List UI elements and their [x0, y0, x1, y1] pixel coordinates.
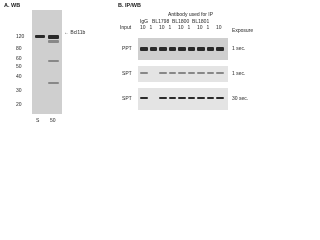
lane-label: 10	[159, 25, 165, 31]
lane-label: 10	[216, 25, 222, 31]
band	[178, 72, 186, 74]
lane-label: 10	[197, 25, 203, 31]
lane-label: 1	[168, 25, 172, 31]
panel-b-title: B. IP/WB	[118, 3, 141, 9]
band	[168, 72, 176, 74]
band	[206, 72, 214, 74]
row-label: PPT	[122, 46, 132, 52]
band	[140, 47, 148, 51]
band	[216, 47, 224, 51]
band	[197, 72, 205, 74]
band	[159, 72, 167, 74]
figure: A. WB ← Bcl11b S 50 B. IP/WB Antibody us…	[0, 0, 256, 126]
group-label: BL1801	[192, 19, 210, 25]
marker-label: 80	[16, 46, 22, 52]
row-label: SPT	[122, 96, 132, 102]
exposure-header: Exposure	[232, 28, 254, 34]
blot-b	[138, 66, 228, 82]
marker-label: 50	[16, 64, 22, 70]
band	[168, 97, 176, 99]
group-label: IgG	[140, 19, 149, 25]
band	[168, 47, 176, 51]
band	[48, 60, 59, 62]
marker-label: 40	[16, 74, 22, 80]
band	[206, 47, 214, 51]
band	[197, 97, 205, 99]
group-label: BL1800	[172, 19, 190, 25]
band	[48, 82, 59, 84]
ip-header: Antibody used for IP	[168, 12, 214, 18]
band	[197, 47, 205, 51]
panel-a-title: A. WB	[4, 3, 21, 9]
band	[216, 72, 224, 74]
exposure-label: 1 sec.	[232, 46, 246, 52]
band	[187, 97, 195, 99]
lane-label: 50	[50, 118, 56, 124]
row-label: SPT	[122, 71, 132, 77]
band	[178, 47, 186, 51]
marker-label: 20	[16, 102, 22, 108]
band	[48, 35, 59, 39]
band	[159, 97, 167, 99]
exposure-label: 1 sec.	[232, 71, 246, 77]
marker-label: 60	[16, 56, 22, 62]
band	[140, 97, 148, 99]
band	[206, 97, 214, 99]
band	[35, 35, 45, 38]
band	[187, 72, 195, 74]
lane-label: 10	[140, 25, 146, 31]
marker-label: 30	[16, 88, 22, 94]
group-label: BL1798	[152, 19, 170, 25]
lane-label: 10	[178, 25, 184, 31]
blot-b	[138, 88, 228, 110]
band	[149, 47, 157, 51]
lane-label: S	[36, 118, 40, 124]
lane-label: 1	[206, 25, 210, 31]
band	[159, 47, 167, 51]
band	[216, 97, 224, 99]
input-label: Input	[120, 25, 132, 31]
lane-label: 1	[187, 25, 191, 31]
band	[178, 97, 186, 99]
band	[48, 40, 59, 43]
lane-label: 1	[149, 25, 153, 31]
band-name: Bcl11b	[70, 30, 86, 36]
marker-label: 120	[16, 34, 25, 40]
blot-a	[32, 10, 62, 114]
band-label: ← Bcl11b	[64, 30, 86, 36]
band	[187, 47, 195, 51]
exposure-label: 30 sec.	[232, 96, 249, 102]
band	[140, 72, 148, 74]
blot-b	[138, 38, 228, 60]
